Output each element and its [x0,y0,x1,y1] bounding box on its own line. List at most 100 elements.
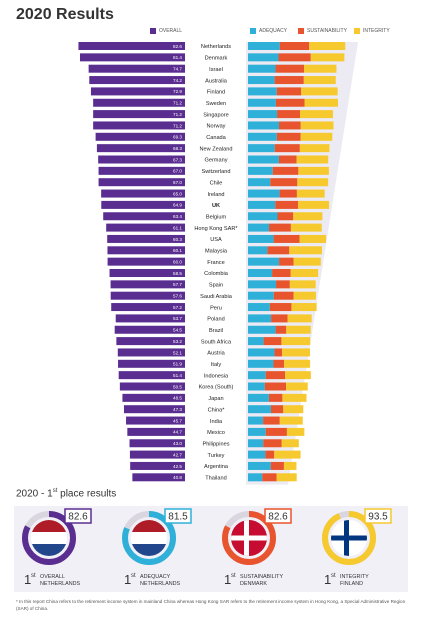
country-label-colombia: Colombia [204,271,229,277]
country-label-uk: UK [212,203,220,209]
netherlands-flag-icon [131,520,167,556]
country-label-thailand: Thailand [205,476,226,482]
adequacy-bar-thailand [248,473,263,482]
legend-integrity-swatch [354,28,360,34]
adequacy-bar-saudi-arabia [248,291,274,300]
legend-overall-label: OVERALL [159,28,183,34]
country-label-korea-south: Korea (South) [199,385,234,391]
overall-value-turkey: 42.7 [173,452,182,457]
integrity-bar-denmark [310,53,345,62]
overall-bar-finland [90,87,185,96]
integrity-bar-canada [300,132,333,141]
adequacy-bar-mexico [248,427,266,436]
sustainability-bar-mexico [265,427,287,436]
country-label-usa: USA [210,237,222,243]
sustainability-bar-argentina [270,461,284,470]
award-rank-overall: 1 [24,572,31,587]
overall-bar-france [107,257,185,266]
adequacy-bar-denmark [248,53,279,62]
overall-bar-indonesia [118,371,185,380]
legend-adequacy: ADEQUACY [250,28,287,34]
overall-value-usa: 60.3 [173,237,182,242]
overall-value-ireland: 65.0 [173,191,182,196]
sustainability-bar-thailand [262,473,277,482]
sustainability-bar-france [279,257,294,266]
adequacy-bar-netherlands [248,42,280,50]
integrity-bar-peru [291,303,317,312]
overall-bar-italy [118,359,185,368]
adequacy-bar-germany [248,155,279,164]
overall-bar-singapore [93,110,185,119]
integrity-bar-uk [298,200,330,209]
first-place-title-sup: st [52,488,58,494]
award-ring-overall [22,511,76,565]
overall-value-malaysia: 60.1 [173,248,182,253]
adequacy-bar-brazil [248,325,276,334]
sustainability-bar-spain [276,280,290,289]
sustainability-bar-denmark [278,53,311,62]
award-ring-sustainability [222,511,276,565]
overall-bar-canada [95,132,185,141]
integrity-bar-israel [304,64,337,73]
country-label-argentina: Argentina [204,464,229,470]
overall-bar-brazil [114,325,185,334]
overall-value-italy: 51.9 [173,362,182,367]
overall-bar-peru [111,303,185,312]
country-label-china: China* [208,407,226,413]
overall-bar-hong-kong-sar [106,223,185,232]
country-label-netherlands: Netherlands [201,44,231,50]
adequacy-bar-ireland [248,189,280,198]
integrity-bar-thailand [276,473,297,482]
sustainability-bar-finland [276,87,302,96]
first-place-title-main: 2020 - 1 [16,488,53,500]
overall-bar-chile [98,178,185,187]
integrity-bar-austria [282,348,310,357]
adequacy-bar-korea-south [248,382,265,391]
country-label-new-zealand: New Zealand [200,146,233,152]
adequacy-bar-canada [248,132,277,141]
adequacy-bar-france [248,257,280,266]
award-rank-suffix-adequacy: st [131,573,136,579]
award-rank-sustainability: 1 [224,572,231,587]
overall-bar-austria [117,348,185,357]
sustainability-bar-chile [270,178,298,187]
integrity-bar-chile [297,178,329,187]
integrity-bar-china [283,405,304,414]
country-label-turkey: Turkey [208,453,225,459]
overall-bar-uk [101,200,185,209]
adequacy-bar-philippines [248,439,264,448]
integrity-bar-singapore [300,110,333,119]
adequacy-bar-finland [248,87,277,96]
adequacy-bar-japan [248,393,269,402]
country-label-germany: Germany [204,158,227,164]
integrity-bar-sweden [304,98,338,107]
overall-value-south-africa: 53.2 [173,339,182,344]
overall-value-colombia: 58.5 [173,271,182,276]
adequacy-bar-argentina [248,461,271,470]
sustainability-bar-australia [274,76,304,85]
overall-bar-israel [88,64,185,73]
integrity-bar-spain [289,280,316,289]
award-score-box-overall [64,508,92,524]
overall-bar-germany [98,155,185,164]
adequacy-bar-poland [248,314,272,323]
overall-bar-new-zealand [96,144,185,153]
integrity-bar-ireland [296,189,325,198]
country-label-peru: Peru [210,305,222,311]
overall-bar-saudi-arabia [110,291,185,300]
sustainability-bar-brazil [275,325,287,334]
overall-value-sweden: 71.2 [173,101,182,106]
country-label-sweden: Sweden [206,101,226,107]
adequacy-bar-india [248,416,264,425]
adequacy-bar-switzerland [248,166,273,175]
overall-value-poland: 53.7 [173,316,182,321]
overall-value-new-zealand: 68.3 [173,146,182,151]
sustainability-bar-poland [271,314,288,323]
integrity-bar-usa [299,234,327,243]
award-rank-suffix-sustainability: st [231,573,236,579]
overall-value-thailand: 40.8 [173,475,182,480]
country-label-philippines: Philippines [202,441,229,447]
